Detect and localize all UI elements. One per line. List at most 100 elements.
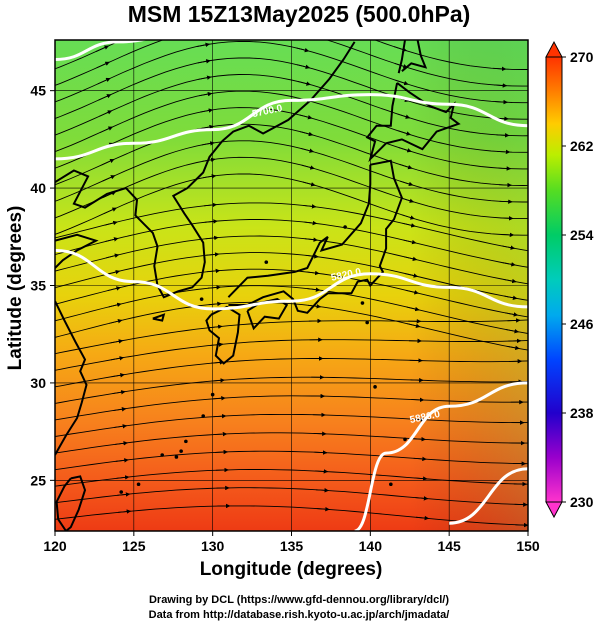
coastline (397, 40, 406, 74)
streamline-arrow (493, 66, 507, 72)
streamline-arrow (395, 79, 409, 86)
streamline-arrow (400, 180, 414, 187)
colorbar-tick-label: 262 (570, 138, 594, 154)
colorbar-tick-label: 254 (570, 227, 594, 243)
streamline-arrow (95, 45, 110, 52)
streamline-arrow (414, 476, 428, 481)
island (264, 260, 269, 264)
island (174, 455, 179, 459)
colorbar-max-triangle (545, 40, 563, 58)
coastline (401, 40, 428, 72)
x-tick-label: 125 (122, 538, 146, 554)
streamline-arrow (104, 220, 118, 226)
streamline-arrow (406, 306, 420, 312)
streamline-arrow (110, 356, 125, 361)
streamline-arrow (207, 285, 221, 290)
streamline (55, 173, 528, 236)
streamline-arrow (403, 239, 417, 245)
height-contour (55, 248, 528, 311)
streamline-arrow (405, 289, 419, 295)
height-contour (55, 40, 148, 61)
streamline-arrow (99, 126, 113, 134)
streamline-arrow (97, 77, 111, 85)
streamline (55, 40, 528, 87)
streamline (55, 57, 528, 120)
streamline-arrow (411, 397, 425, 403)
streamline-arrow (199, 108, 214, 113)
streamline (55, 301, 528, 351)
streamline-arrow (102, 191, 117, 198)
streamline (55, 268, 528, 318)
x-axis: 120 125 130 135 140 145 150 (43, 531, 540, 554)
streamline-arrow (197, 59, 211, 64)
colorbar-scale (545, 56, 563, 503)
map-grid (55, 40, 528, 531)
streamline-arrow (106, 269, 121, 275)
streamline-arrow (299, 114, 313, 120)
streamline-arrow (315, 488, 330, 493)
streamline-arrow (207, 268, 221, 274)
streamline-arrow (112, 390, 126, 395)
streamline-arrow (208, 301, 222, 307)
streamline-arrow (107, 286, 121, 292)
streamline-arrow (113, 407, 127, 412)
x-tick-label: 120 (43, 538, 67, 554)
height-contours (55, 40, 528, 531)
streamline (55, 123, 528, 186)
streamline (55, 140, 528, 203)
streamline-arrow (404, 273, 419, 278)
streamline-arrow (402, 222, 416, 228)
streamline-arrow (497, 149, 511, 155)
streamline-arrow (412, 417, 426, 422)
streamline-arrow (300, 131, 314, 137)
streamline-arrow (196, 42, 210, 48)
streamline (55, 90, 528, 153)
colorbar-min-triangle (545, 501, 563, 519)
island (136, 482, 141, 487)
coastline (228, 159, 403, 314)
streamline-arrow (109, 319, 123, 324)
streamline-arrow (206, 252, 220, 257)
island (365, 320, 369, 325)
streamline-arrow (106, 253, 120, 259)
colorbar-tick-label: 238 (570, 405, 594, 421)
streamline-arrow (296, 47, 310, 53)
streamline-arrow (205, 235, 219, 241)
streamline-arrow (105, 237, 119, 242)
streamline-arrow (202, 157, 216, 163)
colorbar-tick-label: 270 (570, 49, 594, 65)
colorbar-ticks: 230 238 246 254 262 270 (562, 49, 594, 510)
y-axis: 25 30 35 40 45 (30, 83, 55, 488)
streamline-arrow (307, 287, 321, 292)
streamline-arrow (398, 147, 412, 153)
streamline-arrow (396, 113, 411, 119)
streamline-arrow (118, 509, 132, 514)
height-contour (354, 381, 528, 531)
streamline-arrow (505, 312, 519, 317)
streamline-arrow (314, 450, 328, 455)
streamline-arrow (306, 270, 320, 276)
streamline-arrow (304, 220, 318, 226)
y-tick-label: 45 (30, 83, 46, 99)
streamline (55, 74, 528, 137)
streamline (55, 285, 528, 334)
streamline-arrow (98, 94, 112, 101)
streamline-arrow (416, 515, 430, 521)
streamline-arrow (415, 496, 429, 501)
island (360, 301, 365, 305)
streamline-arrow (101, 158, 115, 166)
streamline-arrow (412, 436, 426, 442)
streamline-arrow (503, 278, 517, 284)
streamline-arrow (210, 342, 224, 347)
streamline-arrow (211, 360, 225, 365)
streamline-arrow (213, 413, 227, 419)
streamline-arrow (404, 256, 418, 262)
streamline (55, 156, 528, 220)
streamline-arrow (196, 28, 209, 30)
x-tick-label: 150 (516, 538, 540, 554)
x-axis-label: Longitude (degrees) (200, 559, 383, 580)
streamline (55, 40, 528, 70)
streamline (55, 319, 528, 355)
